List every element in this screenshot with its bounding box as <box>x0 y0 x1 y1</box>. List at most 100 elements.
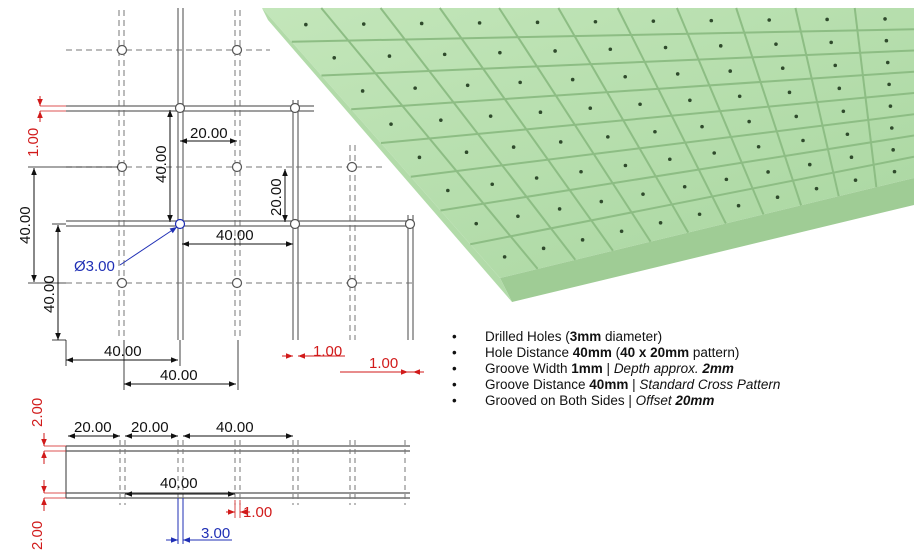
board-hole <box>489 114 493 118</box>
dim-section-1-red: 1.00 <box>243 504 272 521</box>
board-hole <box>808 163 812 167</box>
board-hole <box>638 102 642 106</box>
dim-20-vert-right: 20.00 <box>268 178 285 216</box>
feature-text: Groove Width <box>485 361 571 376</box>
board-hole <box>846 132 850 136</box>
board-hole <box>512 145 516 149</box>
board-hole <box>893 170 897 174</box>
board-hole <box>553 49 557 53</box>
dim-section-20-b: 20.00 <box>131 419 169 436</box>
bullet-icon: • <box>452 377 457 393</box>
board-hole <box>683 185 687 189</box>
board-hole <box>588 106 592 110</box>
dim-section-3-blue: 3.00 <box>201 525 230 542</box>
board-hole <box>465 150 469 154</box>
dim-40-bottom-b: 40.00 <box>160 367 198 384</box>
board-hole <box>747 120 751 124</box>
board-hole <box>688 98 692 102</box>
dim-40-horiz-mid: 40.00 <box>216 227 254 244</box>
feature-text: 40mm <box>589 377 628 392</box>
feature-text: Groove Distance <box>485 377 589 392</box>
board-hole <box>781 66 785 70</box>
dim-hole-diameter: Ø3.00 <box>74 258 115 275</box>
feature-text: Offset <box>636 393 676 408</box>
board-hole <box>623 75 627 79</box>
board-hole <box>542 247 546 251</box>
board-hole <box>304 23 308 27</box>
board-hole <box>815 187 819 191</box>
feature-item: • Drilled Holes (3mm diameter) <box>452 329 780 345</box>
board-hole <box>890 126 894 130</box>
dim-groove-red-b: 1.00 <box>369 355 398 372</box>
board-hole <box>887 83 891 87</box>
board-hole <box>652 19 656 23</box>
dim-section-40-top: 40.00 <box>216 419 254 436</box>
board-hole <box>725 178 729 182</box>
feature-text: | <box>603 361 614 376</box>
board-hole <box>606 135 610 139</box>
board-hole <box>558 207 562 211</box>
board-hole <box>388 54 392 58</box>
feature-text: Hole Distance <box>485 345 573 360</box>
board-hole <box>579 170 583 174</box>
board-hole <box>478 21 482 25</box>
feature-text: Standard Cross Pattern <box>639 377 780 392</box>
board-top-face <box>262 8 914 278</box>
board-hole <box>794 115 798 119</box>
feature-list: • Drilled Holes (3mm diameter) • Hole Dista… <box>452 329 780 409</box>
dim-40-vert-inner: 40.00 <box>153 145 170 183</box>
feature-text: 1mm <box>571 361 603 376</box>
board-hole <box>774 42 778 46</box>
board-render <box>262 8 914 302</box>
board-hole <box>885 39 889 43</box>
board-hole <box>712 151 716 155</box>
board-hole <box>446 189 450 193</box>
feature-text: 40 x 20mm <box>620 345 689 360</box>
board-hole <box>420 22 424 26</box>
board-hole <box>676 72 680 76</box>
board-hole <box>883 17 887 21</box>
board-hole <box>889 104 893 108</box>
bullet-icon: • <box>452 329 457 345</box>
section-view: 2.00 20.00 20.00 40.00 40.00 1.00 3.00 2… <box>29 398 410 550</box>
feature-text: 20mm <box>675 393 714 408</box>
board-hole <box>766 170 770 174</box>
board-hole <box>659 221 663 225</box>
dim-groove-red-left: 1.00 <box>25 128 42 157</box>
board-hole <box>609 47 613 51</box>
board-hole <box>466 83 470 87</box>
board-hole <box>664 46 668 50</box>
dim-40-left-inner: 40.00 <box>41 275 58 313</box>
board-hole <box>539 110 543 114</box>
feature-item: • Hole Distance 40mm (40 x 20mm pattern) <box>452 345 780 361</box>
board-hole <box>490 182 494 186</box>
feature-text: Drilled Holes ( <box>485 329 570 344</box>
board-hole <box>559 140 563 144</box>
board-hole <box>439 118 443 122</box>
feature-item: • Grooved on Both Sides | Offset 20mm <box>452 393 780 409</box>
board-hole <box>833 64 837 68</box>
bullet-icon: • <box>452 361 457 377</box>
board-hole <box>498 51 502 55</box>
board-hole <box>443 53 447 57</box>
board-hole <box>668 157 672 161</box>
feature-text: | <box>628 377 639 392</box>
board-hole <box>801 139 805 143</box>
board-hole <box>518 81 522 85</box>
board-hole <box>594 20 598 24</box>
board-hole <box>709 19 713 23</box>
board-hole <box>842 109 846 113</box>
feature-text: 40mm <box>573 345 612 360</box>
feature-text: ( <box>612 345 620 360</box>
board-hole <box>837 87 841 91</box>
board-hole <box>767 18 771 22</box>
board-hole <box>418 156 422 160</box>
board-hole <box>389 122 393 126</box>
feature-text: pattern) <box>689 345 739 360</box>
feature-text: diameter) <box>601 329 662 344</box>
dim-section-40-mid: 40.00 <box>160 475 198 492</box>
board-hole <box>776 195 780 199</box>
board-hole <box>361 89 365 93</box>
bullet-icon: • <box>452 393 457 409</box>
